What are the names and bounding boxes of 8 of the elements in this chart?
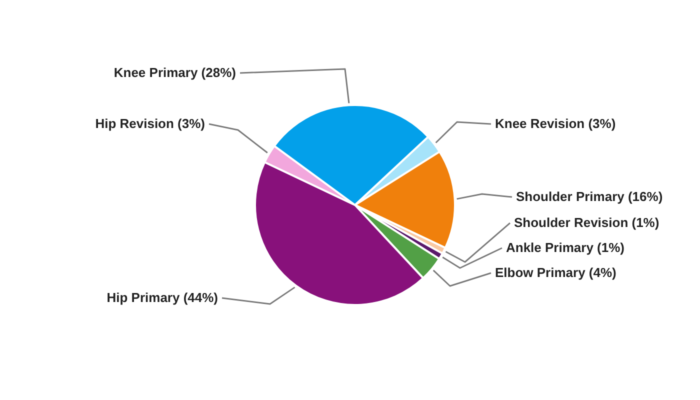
slice-label: Knee Revision (3%) — [495, 116, 616, 131]
slice-label: Ankle Primary (1%) — [506, 240, 624, 255]
slice-label: Shoulder Revision (1%) — [514, 215, 660, 230]
slice-label: Shoulder Primary (16%) — [516, 189, 663, 204]
slice-label: Elbow Primary (4%) — [495, 265, 616, 280]
slice-label: Hip Revision (3%) — [95, 116, 205, 131]
slice-label: Hip Primary (44%) — [106, 290, 218, 305]
slice-label: Knee Primary (28%) — [114, 65, 236, 80]
